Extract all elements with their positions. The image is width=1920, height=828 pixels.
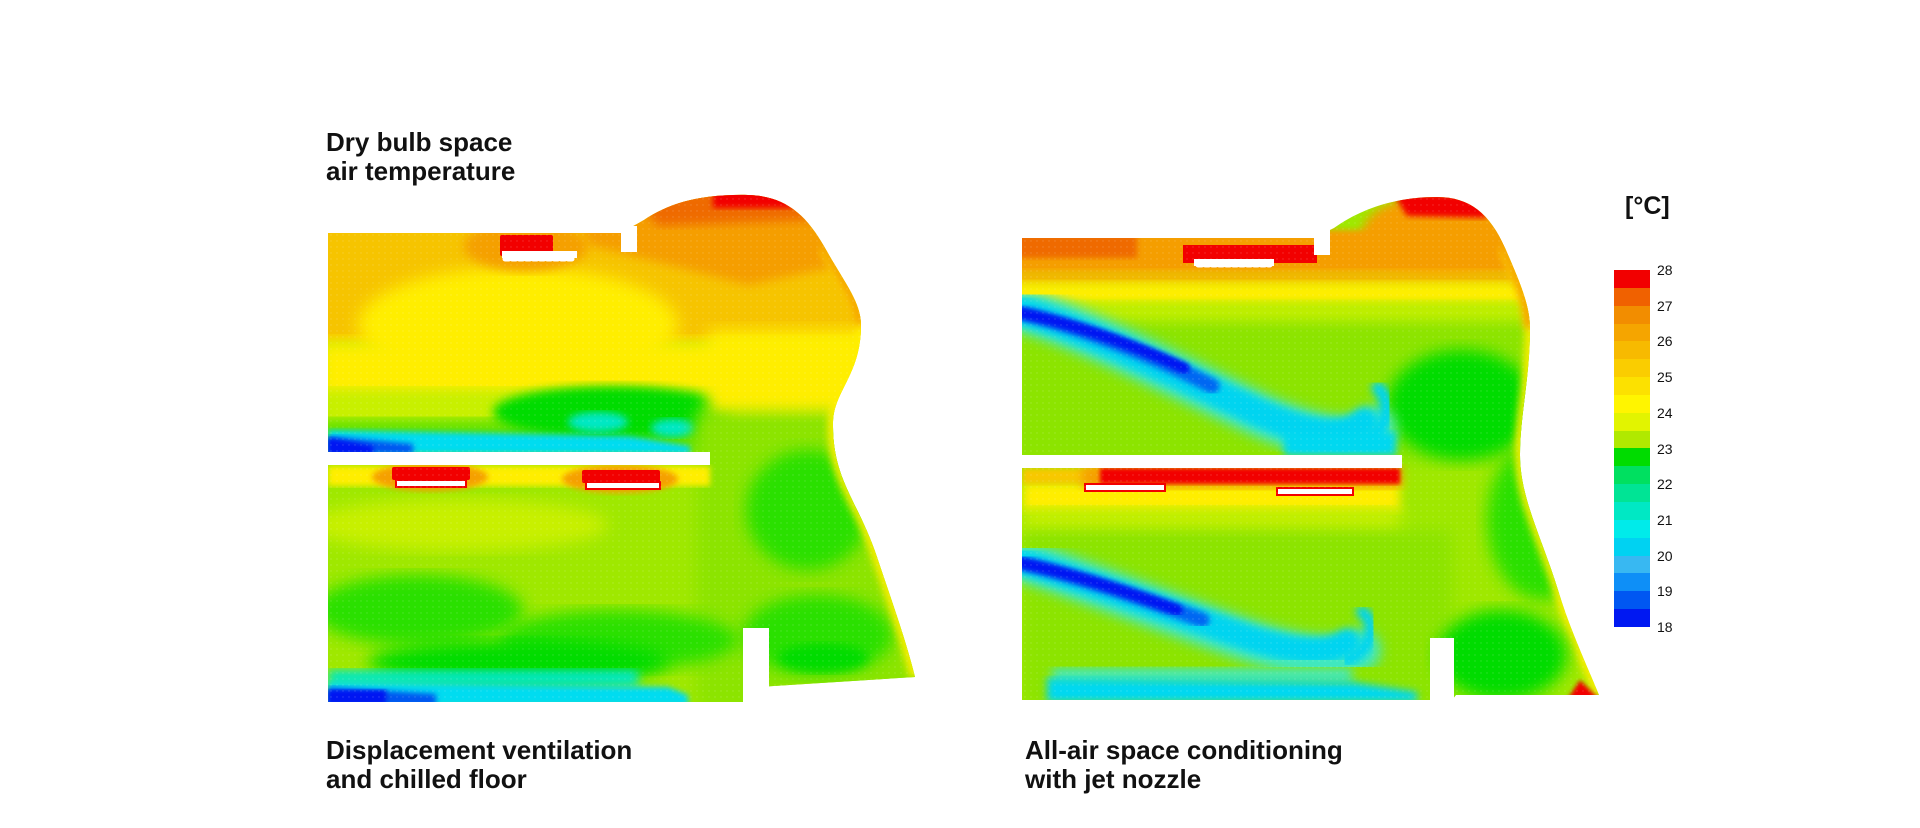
right-roof-notch (1314, 230, 1330, 255)
colorbar-tick: 19 (1657, 583, 1673, 600)
figure-title: Dry bulb space air temperature (326, 128, 515, 186)
colorbar-block (1614, 466, 1650, 485)
colorbar-unit-label: [°C] (1625, 192, 1670, 220)
colorbar-tick: 25 (1657, 369, 1673, 386)
colorbar-tick: 21 (1657, 511, 1673, 528)
left-panel-contour-plot (328, 194, 915, 706)
right-caption-line2: with jet nozzle (1025, 764, 1202, 794)
colorbar-tick: 18 (1657, 619, 1673, 635)
left-slab-gap (328, 452, 710, 465)
colorbar-tick: 28 (1657, 262, 1673, 278)
colorbar-tick: 24 (1657, 404, 1673, 421)
colorbar-tick: 27 (1657, 297, 1673, 314)
colorbar-tick: 22 (1657, 476, 1673, 493)
colorbar (1614, 270, 1650, 627)
right-panel-caption: All-air space conditioning with jet nozz… (1025, 736, 1343, 794)
figure-title-line2: air temperature (326, 156, 516, 186)
left-caption-line1: Displacement ventilation (326, 735, 633, 765)
right-floor-notch (1430, 638, 1454, 702)
colorbar-tick: 23 (1657, 440, 1673, 457)
colorbar-block (1614, 323, 1650, 342)
colorbar-block (1614, 609, 1650, 627)
colorbar-tick: 26 (1657, 333, 1673, 350)
colorbar-block (1614, 287, 1650, 306)
right-panel-contour-plot (1022, 197, 1599, 702)
colorbar-block (1614, 341, 1650, 360)
left-bottom-corner-warm (868, 683, 915, 701)
colorbar-block (1614, 501, 1650, 520)
right-mesh-texture (1022, 197, 1599, 700)
colorbar-tick-labels: 28 27 26 25 24 23 22 21 20 19 18 (1657, 262, 1697, 635)
colorbar-block (1614, 519, 1650, 538)
colorbar-block (1614, 537, 1650, 556)
colorbar-tick: 20 (1657, 547, 1673, 564)
colorbar-block (1614, 412, 1650, 431)
right-slab-gap (1022, 455, 1402, 468)
colorbar-block (1614, 430, 1650, 449)
colorbar-block (1614, 591, 1650, 610)
left-floor-notch (743, 628, 769, 706)
right-caption-line1: All-air space conditioning (1025, 735, 1343, 765)
colorbar-block (1614, 484, 1650, 502)
left-caption-line2: and chilled floor (326, 764, 527, 794)
left-panel-caption: Displacement ventilation and chilled flo… (326, 736, 632, 794)
colorbar-block (1614, 573, 1650, 592)
colorbar-block (1614, 448, 1650, 467)
colorbar-block (1614, 555, 1650, 574)
left-mesh-texture (328, 194, 915, 703)
colorbar-block (1614, 270, 1650, 288)
colorbar-block (1614, 305, 1650, 324)
left-roof-notch (621, 226, 637, 252)
colorbar-block (1614, 394, 1650, 413)
figure-title-line1: Dry bulb space (326, 127, 513, 157)
colorbar-block (1614, 359, 1650, 378)
colorbar-block (1614, 377, 1650, 395)
